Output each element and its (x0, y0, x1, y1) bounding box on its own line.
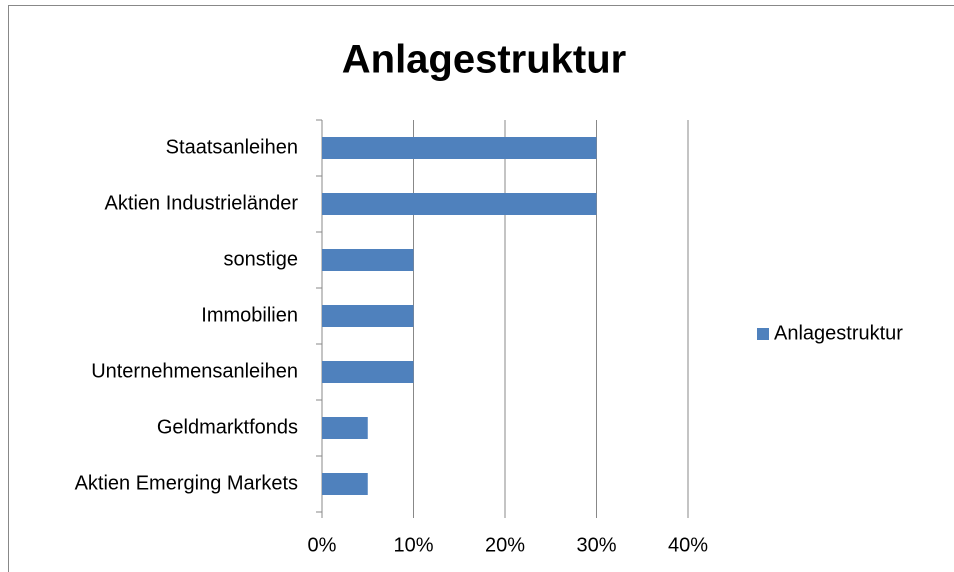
x-tick-label: 30% (576, 534, 616, 556)
bar (322, 473, 368, 495)
y-tick-label: sonstige (224, 248, 299, 270)
x-tick-label: 20% (485, 534, 525, 556)
legend-label: Anlagestruktur (774, 322, 903, 344)
x-tick-label: 10% (393, 534, 433, 556)
bar (322, 305, 414, 327)
legend-swatch (757, 328, 769, 340)
y-tick-label: Unternehmensanleihen (91, 360, 298, 382)
bar (322, 137, 597, 159)
y-tick-label: Aktien Emerging Markets (75, 472, 298, 494)
bar (322, 361, 414, 383)
chart-frame (8, 5, 954, 572)
chart-title: Anlagestruktur (342, 38, 627, 82)
y-tick-label: Immobilien (201, 304, 298, 326)
bar (322, 249, 414, 271)
y-tick-label: Staatsanleihen (166, 136, 298, 158)
bar (322, 417, 368, 439)
y-tick-label: Geldmarktfonds (157, 416, 298, 438)
y-tick-label: Aktien Industrieländer (105, 192, 299, 214)
x-tick-label: 40% (668, 534, 708, 556)
bar (322, 193, 597, 215)
x-tick-label: 0% (308, 534, 337, 556)
